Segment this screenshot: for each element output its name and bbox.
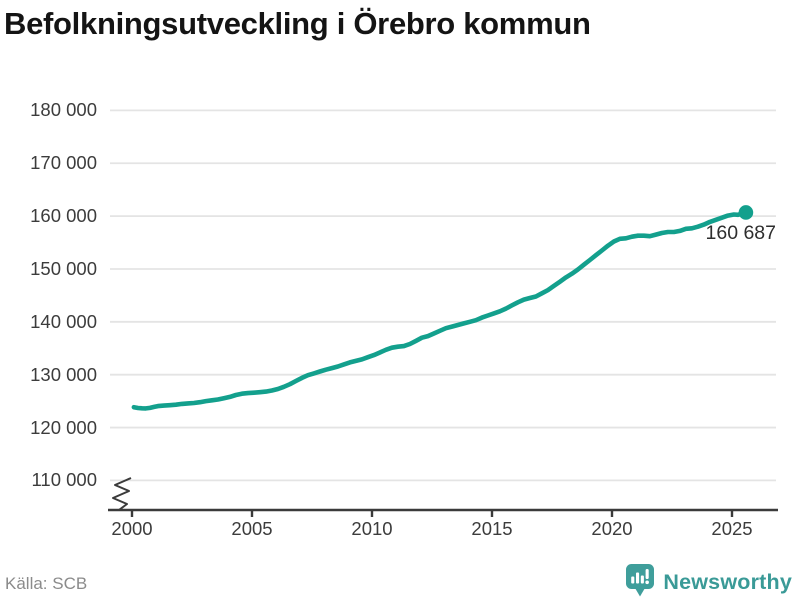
line-series bbox=[131, 205, 754, 411]
x-axis-label: 2025 bbox=[711, 518, 753, 539]
y-axis-label: 170 000 bbox=[30, 152, 97, 174]
x-axis-label: 2010 bbox=[351, 518, 393, 539]
y-axis-label: 120 000 bbox=[30, 416, 97, 438]
latest-value-annotation: 160 687 bbox=[705, 222, 777, 244]
population-line bbox=[131, 210, 749, 411]
gridlines bbox=[110, 109, 776, 482]
y-axis-label: 110 000 bbox=[31, 469, 98, 491]
y-axis-label: 130 000 bbox=[30, 363, 97, 385]
y-axis-label: 160 000 bbox=[30, 205, 97, 227]
x-axis bbox=[108, 477, 778, 517]
y-axis-label: 150 000 bbox=[30, 257, 97, 279]
newsworthy-chart-bubble-icon bbox=[626, 564, 655, 597]
y-axis-label: 140 000 bbox=[30, 310, 97, 332]
source-note: Källa: SCB bbox=[5, 574, 88, 593]
x-axis-label: 2020 bbox=[591, 518, 633, 539]
y-axis-break-zigzag bbox=[112, 477, 132, 511]
chart-title: Befolkningsutveckling i Örebro kommun bbox=[4, 6, 591, 41]
brand-name: Newsworthy bbox=[663, 570, 792, 594]
y-axis-label: 180 000 bbox=[30, 99, 97, 121]
x-axis-label: 2000 bbox=[111, 518, 153, 539]
x-axis-label: 2005 bbox=[231, 518, 273, 539]
x-axis-label: 2015 bbox=[471, 518, 513, 539]
newsworthy-brand[interactable]: Newsworthy bbox=[625, 562, 792, 600]
latest-value-dot bbox=[738, 205, 754, 220]
